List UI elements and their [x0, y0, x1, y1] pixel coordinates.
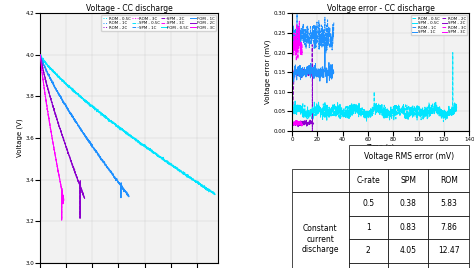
Text: SPM: SPM [400, 176, 416, 185]
Legend: ROM - 0.5C, ROM - 1C, ROM - 2C, ROM - 3C, SPM - 0.5C, SPM - 1C, SPM - 2C, SPM - : ROM - 0.5C, ROM - 1C, ROM - 2C, ROM - 3C… [101, 15, 216, 31]
Legend: ROM - 0.5C, SPM - 0.5C, ROM - 1C, SPM - 1C, ROM - 2C, SPM - 2C, ROM - 3C, SPM - : ROM - 0.5C, SPM - 0.5C, ROM - 1C, SPM - … [411, 15, 467, 35]
Text: 2: 2 [366, 246, 371, 255]
Text: 5.83: 5.83 [440, 199, 457, 208]
FancyBboxPatch shape [428, 216, 469, 239]
FancyBboxPatch shape [349, 216, 388, 239]
Text: Constant
current
discharge: Constant current discharge [301, 224, 339, 254]
FancyBboxPatch shape [388, 216, 428, 239]
X-axis label: Time (s): Time (s) [366, 144, 395, 150]
FancyBboxPatch shape [388, 263, 428, 268]
FancyBboxPatch shape [292, 145, 349, 169]
Text: 0.83: 0.83 [400, 223, 417, 232]
FancyBboxPatch shape [388, 192, 428, 216]
FancyBboxPatch shape [428, 192, 469, 216]
FancyBboxPatch shape [349, 192, 388, 216]
Y-axis label: Voltage (V): Voltage (V) [16, 119, 22, 157]
Text: Voltage RMS error (mV): Voltage RMS error (mV) [364, 152, 454, 161]
FancyBboxPatch shape [388, 239, 428, 263]
FancyBboxPatch shape [349, 239, 388, 263]
Text: 4.05: 4.05 [400, 246, 417, 255]
Title: Voltage - CC discharge: Voltage - CC discharge [85, 4, 172, 13]
Text: 12.47: 12.47 [438, 246, 460, 255]
FancyBboxPatch shape [428, 239, 469, 263]
Y-axis label: Voltage error (mV): Voltage error (mV) [264, 40, 271, 105]
Title: Voltage error - CC discharge: Voltage error - CC discharge [327, 4, 435, 13]
Text: 0.5: 0.5 [362, 199, 374, 208]
FancyBboxPatch shape [292, 169, 349, 192]
Text: 0.38: 0.38 [400, 199, 417, 208]
FancyBboxPatch shape [428, 169, 469, 192]
FancyBboxPatch shape [349, 169, 388, 192]
FancyBboxPatch shape [428, 263, 469, 268]
Text: 7.86: 7.86 [440, 223, 457, 232]
FancyBboxPatch shape [349, 263, 388, 268]
Text: C-rate: C-rate [356, 176, 380, 185]
FancyBboxPatch shape [292, 192, 349, 268]
Text: 1: 1 [366, 223, 371, 232]
Text: ROM: ROM [440, 176, 458, 185]
FancyBboxPatch shape [349, 145, 469, 169]
FancyBboxPatch shape [388, 169, 428, 192]
